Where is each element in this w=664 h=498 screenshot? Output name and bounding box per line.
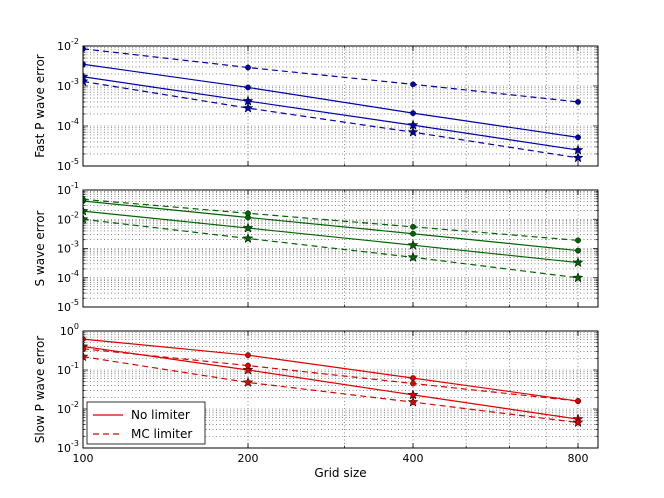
circle-marker [245, 362, 251, 369]
x-tick-label: 100 [73, 452, 94, 465]
series-line-2 [83, 76, 579, 151]
axes-frame [82, 189, 599, 308]
x-tick-label: 800 [568, 452, 589, 465]
star-marker [83, 350, 89, 362]
circle-marker [410, 223, 416, 230]
circle-marker [245, 84, 251, 91]
star-marker [572, 416, 584, 428]
star-marker [242, 222, 254, 233]
series-line-2 [83, 345, 579, 420]
star-marker [572, 256, 584, 268]
circle-marker [245, 210, 251, 217]
y-axis-label: Fast P wave error [33, 54, 47, 158]
legend-box [86, 401, 206, 445]
star-marker [407, 126, 419, 137]
chart-panel-2: 10-5 10-4 10-3 10-2 10-1 S wave error [33, 181, 599, 314]
circle-marker [410, 375, 416, 381]
y-tick-label: 10-2 [57, 210, 79, 226]
series-line-4 [83, 80, 579, 159]
y-tick-label: 10-5 [57, 157, 79, 173]
x-tick-label: 400 [403, 452, 424, 465]
star-marker [572, 272, 584, 283]
series-line-3 [83, 48, 579, 103]
circle-marker [245, 352, 251, 359]
series-line-4 [83, 218, 579, 279]
y-tick-label: 10-2 [57, 400, 79, 416]
star-marker [242, 376, 254, 388]
series-group [83, 336, 584, 428]
star-marker [242, 102, 254, 113]
series-line-4 [83, 356, 579, 424]
series-line-3 [83, 348, 579, 402]
axes-frame [82, 330, 599, 449]
x-axis-label: Grid size [314, 466, 366, 480]
star-marker [242, 232, 254, 244]
circle-marker [575, 237, 581, 244]
circle-marker [575, 247, 581, 254]
circle-marker [410, 81, 416, 88]
circle-marker [575, 99, 581, 105]
circle-marker [410, 380, 416, 387]
y-tick-label: 10-1 [57, 181, 79, 197]
circle-marker [575, 134, 581, 141]
star-marker [572, 152, 584, 163]
series-line-1 [83, 200, 579, 252]
series-line-1 [83, 338, 579, 402]
y-tick-label: 10-4 [57, 269, 79, 285]
star-marker [83, 213, 89, 224]
y-tick-label: 10-3 [57, 240, 79, 256]
series-group [83, 46, 584, 163]
legend: No limiter MC limiter [86, 401, 206, 445]
star-marker [83, 71, 89, 82]
star-marker [407, 239, 419, 250]
y-tick-label: 10-5 [57, 298, 79, 314]
x-tick-label: 200 [238, 452, 259, 465]
legend-label: No limiter [131, 408, 190, 422]
y-tick-label: 10-2 [57, 37, 79, 53]
circle-marker [245, 64, 251, 71]
series-line-3 [83, 198, 579, 241]
y-tick-label: 10-4 [57, 117, 79, 133]
star-marker [242, 364, 254, 375]
circle-marker [410, 230, 416, 237]
star-marker [407, 251, 419, 262]
y-tick-label: 100 [60, 322, 79, 338]
y-axis-label: Slow P wave error [33, 336, 47, 444]
chart-panel-1: 10-5 10-4 10-3 10-2 Fast P wave error [33, 37, 599, 173]
star-marker [407, 396, 419, 407]
circle-marker [575, 398, 581, 404]
circle-marker [410, 110, 416, 117]
y-tick-label: 10-3 [57, 439, 79, 455]
legend-label: MC limiter [131, 427, 192, 441]
y-tick-label: 10-3 [57, 77, 79, 93]
series-line-1 [83, 63, 579, 138]
chart-panel-3: 10-3 10-2 10-1 100 Slow P wave error 100 200 40… [33, 322, 599, 480]
star-marker [83, 205, 89, 216]
star-marker [83, 75, 89, 87]
y-axis-label: S wave error [33, 210, 47, 286]
y-tick-label: 10-1 [57, 361, 79, 377]
series-line-2 [83, 210, 579, 264]
axes-frame [82, 45, 599, 167]
